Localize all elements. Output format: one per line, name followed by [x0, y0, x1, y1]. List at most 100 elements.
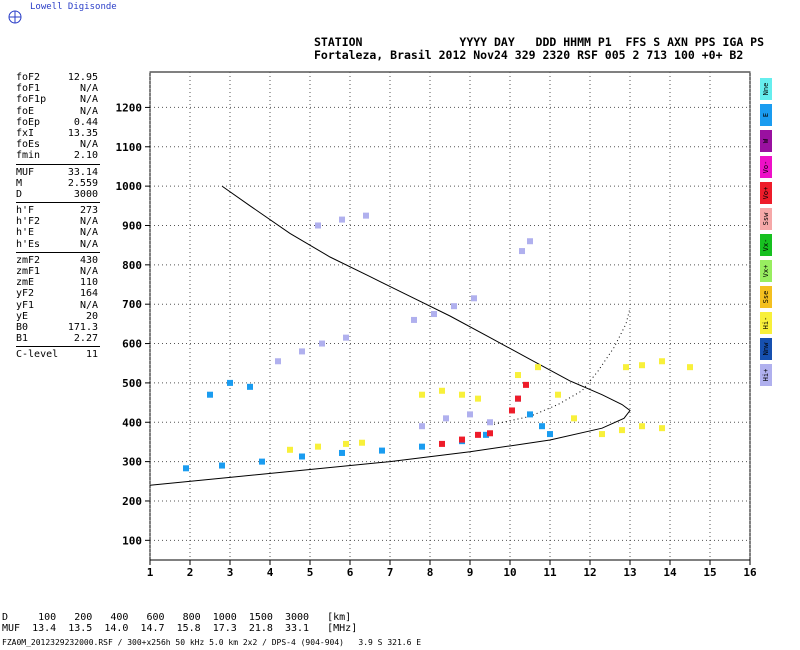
- echo-point: [299, 348, 305, 355]
- param-label: foF1p: [16, 94, 47, 106]
- legend-label: Ssw: [762, 212, 770, 226]
- param-row: D 3000: [16, 189, 98, 200]
- y-tick-label: 1200: [116, 101, 143, 114]
- y-tick-label: 300: [122, 456, 142, 469]
- legend-label: Vo+: [762, 186, 770, 200]
- x-tick-label: 6: [347, 566, 354, 579]
- echo-point: [599, 431, 605, 438]
- param-value: 0.44: [73, 116, 98, 128]
- echo-point: [509, 407, 515, 414]
- param-row: h'Es N/A: [16, 239, 98, 250]
- param-label: foE: [16, 105, 35, 117]
- echo-point: [487, 430, 493, 437]
- echo-point: [207, 391, 213, 398]
- echo-point: [527, 238, 533, 245]
- legend-label: Hi+: [762, 368, 770, 382]
- echo-point: [227, 379, 233, 386]
- legend-swatch: Vx+: [760, 260, 772, 282]
- param-label: B0: [16, 321, 29, 333]
- param-label: yF2: [16, 288, 35, 300]
- param-value: N/A: [79, 227, 98, 239]
- echo-point: [247, 383, 253, 390]
- x-tick-label: 13: [623, 566, 636, 579]
- legend-label: Sse: [762, 290, 770, 304]
- echo-point: [623, 364, 629, 371]
- x-tick-label: 4: [267, 566, 274, 579]
- param-row: foF1p N/A: [16, 94, 98, 105]
- echo-point: [359, 439, 365, 446]
- legend-label: Nnw: [762, 342, 770, 356]
- electron-density-profile: [149, 185, 631, 486]
- echo-point: [467, 411, 473, 418]
- param-label: zmE: [16, 277, 35, 289]
- echo-point: [539, 423, 545, 430]
- echo-point: [555, 391, 561, 398]
- legend-label: Vx+: [762, 264, 770, 278]
- param-row: zmE 110: [16, 277, 98, 288]
- y-tick-label: 400: [122, 416, 142, 429]
- x-tick-label: 11: [543, 566, 557, 579]
- echo-point: [287, 446, 293, 453]
- param-row: fmin 2.10: [16, 150, 98, 161]
- param-label: h'E: [16, 227, 35, 239]
- echo-point: [183, 465, 189, 472]
- param-label: D: [16, 188, 23, 200]
- legend-label: Vx-: [762, 238, 770, 252]
- echo-point: [259, 458, 265, 465]
- legend-swatch: E: [760, 104, 772, 126]
- param-value: 3000: [73, 188, 98, 200]
- y-tick-label: 100: [122, 534, 142, 547]
- param-value: N/A: [79, 83, 98, 95]
- param-value: 110: [79, 277, 98, 289]
- param-value: 2.27: [73, 333, 98, 345]
- param-value: 20: [85, 310, 98, 322]
- echo-point: [439, 387, 445, 394]
- echo-point: [419, 443, 425, 450]
- param-row: yE 20: [16, 311, 98, 322]
- echo-point: [319, 340, 325, 347]
- param-row: h'F 273: [16, 205, 98, 216]
- muf-table-distance-row: D 100 200 400 600 800 1000 1500 3000 [km…: [2, 612, 352, 623]
- echo-point: [439, 440, 445, 447]
- echo-point: [339, 216, 345, 223]
- param-value: 33.14: [67, 166, 98, 178]
- param-row: h'E N/A: [16, 227, 98, 238]
- brand-name: Lowell Digisonde: [30, 2, 117, 12]
- params-separator: [16, 251, 100, 253]
- y-tick-label: 1000: [116, 180, 143, 193]
- legend-swatch: Ssw: [760, 208, 772, 230]
- legend-label: Vo-: [762, 160, 770, 174]
- echo-point: [639, 362, 645, 369]
- param-row: yF2 164: [16, 288, 98, 299]
- param-value: 13.35: [67, 127, 98, 139]
- echo-point: [443, 415, 449, 422]
- echo-point: [687, 364, 693, 371]
- param-label: zmF2: [16, 254, 41, 266]
- param-row: foE N/A: [16, 106, 98, 117]
- param-value: 11: [85, 349, 98, 361]
- params-separator: [16, 346, 100, 348]
- echo-point: [363, 212, 369, 219]
- echo-point: [659, 358, 665, 365]
- file-info-footer: FZA0M_2012329232000.RSF / 300+x256h 50 k…: [2, 638, 422, 647]
- echo-point: [419, 391, 425, 398]
- param-value: 2.10: [73, 150, 98, 162]
- param-row: h'F2 N/A: [16, 216, 98, 227]
- y-tick-label: 1100: [116, 141, 143, 154]
- legend-swatch: Vx-: [760, 234, 772, 256]
- param-row: zmF1 N/A: [16, 266, 98, 277]
- echo-point: [379, 447, 385, 454]
- x-tick-label: 15: [703, 566, 716, 579]
- echo-point: [299, 453, 305, 460]
- param-label: yF1: [16, 299, 35, 311]
- param-value: N/A: [79, 216, 98, 228]
- x-tick-label: 7: [387, 566, 394, 579]
- param-row: B1 2.27: [16, 333, 98, 344]
- legend-label: Hi-: [762, 316, 770, 330]
- param-row: C-level 11: [16, 349, 98, 360]
- param-row: foF1 N/A: [16, 83, 98, 94]
- legend-swatch: Hi-: [760, 312, 772, 334]
- param-label: fmin: [16, 150, 41, 162]
- echo-point: [535, 364, 541, 371]
